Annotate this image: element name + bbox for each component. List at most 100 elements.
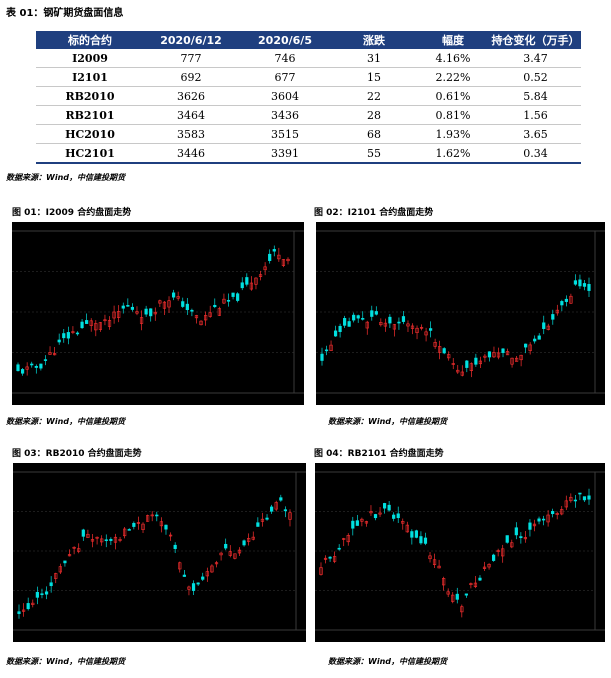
candle-body	[66, 332, 70, 339]
candlestick-plot	[316, 230, 605, 394]
candle-body	[237, 549, 242, 554]
candle-body	[39, 363, 43, 369]
candle-body	[361, 318, 365, 320]
candle-body	[236, 293, 240, 301]
cell-pct: 0.61%	[416, 86, 490, 106]
candle-body	[213, 304, 217, 308]
candle-body	[474, 357, 478, 365]
candle-body	[519, 354, 523, 361]
candle-body	[410, 325, 415, 329]
table-row: I2101 692 677 15 2.22% 0.52	[36, 67, 581, 87]
candle-body	[31, 602, 35, 605]
chart-i2009	[12, 222, 304, 405]
candle-body	[71, 331, 75, 333]
candle-body	[501, 348, 505, 353]
candle-body	[492, 352, 496, 358]
candle-body	[113, 536, 118, 543]
candle-body	[573, 280, 578, 285]
candle-body	[537, 518, 541, 522]
candle-body	[173, 544, 177, 549]
cell-oi: 5.84	[490, 86, 581, 106]
col-header-change: 涨跌	[332, 31, 416, 49]
candle-body	[387, 504, 391, 511]
candle-body	[260, 518, 265, 522]
candle-body	[118, 539, 122, 541]
candle-body	[564, 500, 568, 508]
candle-body	[20, 369, 25, 374]
candle-body	[104, 539, 108, 542]
candle-body	[320, 353, 324, 361]
candle-body	[26, 603, 30, 610]
candle-body	[265, 517, 269, 520]
candle-body	[49, 582, 53, 587]
candle-body	[224, 543, 228, 549]
candle-body	[214, 562, 219, 565]
candle-body	[406, 323, 410, 327]
candle-body	[460, 371, 464, 376]
candle-body	[482, 566, 487, 569]
candle-body	[274, 502, 278, 510]
candle-body	[281, 259, 286, 266]
candle-body	[254, 277, 258, 285]
candle-body	[228, 551, 232, 556]
candle-body	[392, 324, 397, 330]
candle-body	[483, 355, 487, 358]
candle-body	[582, 283, 587, 287]
candle-body	[442, 348, 446, 354]
cell-contract: I2009	[36, 49, 144, 68]
candle-body	[144, 308, 148, 315]
candle-body	[132, 522, 136, 527]
col-header-date2: 2020/6/5	[238, 31, 332, 49]
candle-body	[546, 514, 550, 523]
candle-body	[519, 536, 523, 539]
figure-source-2: 数据来源：Wind，中信建投期货	[328, 417, 447, 426]
candle-body	[560, 509, 564, 515]
candle-body	[343, 318, 347, 326]
candle-body	[72, 546, 76, 549]
candle-body	[178, 562, 182, 570]
candle-body	[405, 524, 409, 533]
candle-body	[496, 352, 501, 358]
candle-body	[242, 540, 246, 546]
candle-body	[270, 506, 274, 512]
candle-body	[537, 335, 541, 340]
cell-change: 15	[332, 67, 416, 87]
chart-rb2101	[315, 463, 605, 642]
table-row: RB2010 3626 3604 22 0.61% 5.84	[36, 86, 581, 106]
candle-body	[469, 363, 473, 371]
cell-date2: 3391	[238, 143, 332, 164]
candle-body	[112, 311, 116, 319]
candle-body	[204, 315, 208, 321]
chart-i2101	[316, 222, 605, 405]
candle-body	[514, 357, 519, 362]
cell-change: 31	[332, 49, 416, 68]
candle-body	[364, 521, 369, 524]
candle-body	[123, 528, 127, 537]
cell-change: 55	[332, 143, 416, 164]
candle-body	[487, 351, 492, 358]
candle-body	[168, 534, 173, 537]
candle-body	[505, 351, 510, 356]
candle-body	[240, 282, 244, 289]
candle-body	[126, 305, 130, 307]
candle-body	[277, 254, 281, 260]
candle-body	[551, 511, 555, 515]
candle-body	[16, 364, 20, 372]
candle-body	[456, 369, 460, 373]
candle-body	[288, 512, 292, 520]
candle-body	[383, 322, 387, 327]
candle-body	[419, 326, 424, 329]
candle-body	[438, 346, 442, 353]
candle-body	[153, 311, 157, 315]
candle-body	[487, 563, 491, 568]
col-header-oi: 持仓变化（万手）	[490, 31, 581, 49]
candle-body	[210, 565, 214, 573]
candle-body	[429, 328, 433, 331]
candle-body	[447, 354, 451, 359]
candle-body	[370, 310, 374, 317]
cell-pct: 0.81%	[416, 105, 490, 125]
cell-oi: 1.56	[490, 105, 581, 125]
candle-body	[77, 548, 81, 552]
candle-body	[428, 555, 432, 560]
table-row: I2009 777 746 31 4.16% 3.47	[36, 49, 581, 68]
